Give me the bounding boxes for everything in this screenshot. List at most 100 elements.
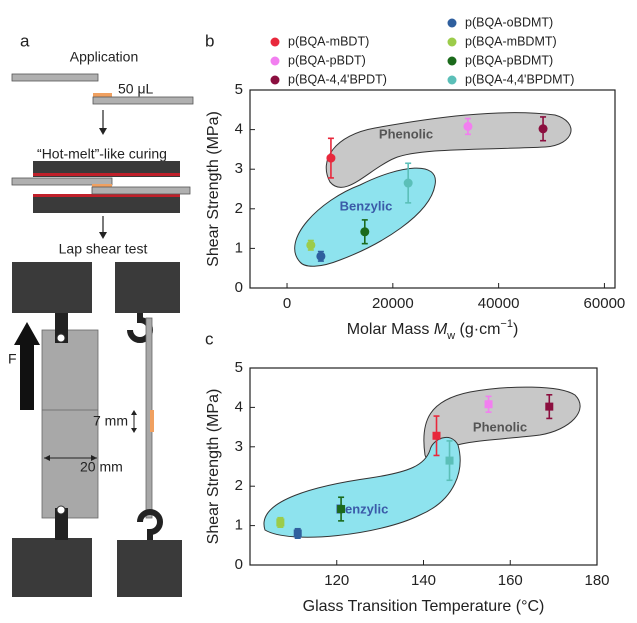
x-tick-label: 0 (283, 295, 291, 312)
x-axis-label-part: (g·cm (455, 321, 500, 338)
x-tick-label: 120 (324, 572, 349, 589)
step-label: “Hot-melt”-like curing (37, 146, 167, 162)
point (337, 505, 346, 514)
point (326, 153, 336, 163)
pin (56, 505, 66, 515)
panel-label: b (205, 31, 214, 50)
legend-label: p(BQA-mBDMT) (465, 34, 557, 48)
x-tick-label: 40000 (478, 295, 520, 312)
force-label: F (8, 351, 17, 367)
specimen (41, 329, 99, 519)
x-axis-label-part: −1 (500, 318, 513, 330)
x-tick-label: 180 (584, 572, 609, 589)
y-tick-label: 0 (235, 556, 243, 573)
grip (117, 540, 182, 597)
point (484, 400, 493, 409)
substrate (11, 177, 113, 186)
point (306, 240, 316, 250)
y-tick-label: 2 (235, 200, 243, 217)
y-tick-label: 5 (235, 359, 243, 376)
overlap-label: 7 mm (93, 413, 128, 429)
legend-label: p(BQA-4,4'BPDMT) (465, 72, 574, 86)
annotation: Benzylic (336, 501, 389, 516)
y-tick-label: 4 (235, 398, 243, 415)
point (432, 431, 441, 440)
heat (33, 173, 180, 176)
y-axis-label: Shear Strength (MPa) (205, 111, 222, 267)
x-axis-label-part: Molar Mass (347, 321, 434, 338)
x-axis-label: Molar Mass Mw (g·cm−1) (347, 318, 519, 342)
volume-label: 50 μL (118, 81, 154, 97)
legend-marker (447, 56, 457, 66)
dimension-arrows (131, 410, 137, 433)
heater (33, 194, 180, 213)
substrate (92, 96, 194, 105)
point (293, 529, 302, 538)
adhesive (92, 184, 112, 187)
point (276, 518, 285, 527)
y-tick-label: 1 (235, 239, 243, 256)
x-tick-label: 160 (498, 572, 523, 589)
step-label: Lap shear test (59, 241, 148, 257)
substrate (91, 186, 191, 195)
y-tick-label: 2 (235, 477, 243, 494)
panel-a: a Application 50 μL “Hot-melt”-like curi… (8, 31, 194, 597)
substrate (11, 73, 99, 82)
step-label: Application (70, 49, 139, 65)
adhesive (93, 93, 112, 97)
legend-label: p(BQA-oBDMT) (465, 15, 553, 29)
x-tick-label: 20000 (372, 295, 414, 312)
benzylic-region (263, 436, 461, 538)
y-tick-label: 5 (235, 81, 243, 98)
annotation: Phenolic (379, 126, 433, 141)
point (445, 456, 454, 465)
heat (33, 194, 180, 197)
phenolic-region (325, 112, 572, 188)
grip (12, 538, 92, 597)
legend-label: p(BQA-pBDMT) (465, 53, 553, 67)
annotation: Benzylic (340, 198, 393, 213)
panel-label: c (205, 329, 214, 348)
y-tick-label: 3 (235, 438, 243, 455)
point (360, 227, 370, 237)
legend-marker (447, 18, 457, 28)
x-axis-label: Glass Transition Temperature (°C) (303, 598, 545, 615)
benzylic-region (294, 167, 436, 267)
point (403, 178, 413, 188)
y-tick-label: 1 (235, 517, 243, 534)
plot-frame (249, 89, 616, 289)
x-tick-label: 140 (411, 572, 436, 589)
point (463, 121, 473, 131)
x-tick-label: 60000 (584, 295, 626, 312)
legend-marker (270, 37, 280, 47)
x-axis-label-part: w (446, 330, 455, 342)
y-tick-label: 4 (235, 121, 243, 138)
arrow-head (99, 128, 107, 135)
x-axis-label-part: M (434, 321, 448, 338)
width-label: 20 mm (80, 459, 123, 475)
annotation: Phenolic (473, 419, 527, 434)
pin (56, 333, 66, 343)
dimension-arrows (44, 455, 97, 461)
panel-label: a (20, 31, 30, 50)
adhesive (150, 410, 154, 432)
legend-label: p(BQA-4,4'BPDT) (288, 72, 387, 86)
arrow-head (99, 232, 107, 239)
legend-label: p(BQA-pBDT) (288, 53, 366, 67)
force-arrow (14, 322, 40, 410)
legend-marker (270, 75, 280, 85)
point (545, 402, 554, 411)
hook (137, 509, 163, 540)
x-axis-label-part: ) (513, 321, 518, 338)
point (538, 124, 548, 134)
legend-marker (447, 37, 457, 47)
y-tick-label: 3 (235, 160, 243, 177)
connector (55, 508, 68, 540)
y-axis-label: Shear Strength (MPa) (205, 389, 222, 545)
point (316, 251, 326, 261)
legend-marker (270, 56, 280, 66)
legend-marker (447, 75, 457, 85)
grip (115, 262, 180, 313)
grip (12, 262, 92, 313)
